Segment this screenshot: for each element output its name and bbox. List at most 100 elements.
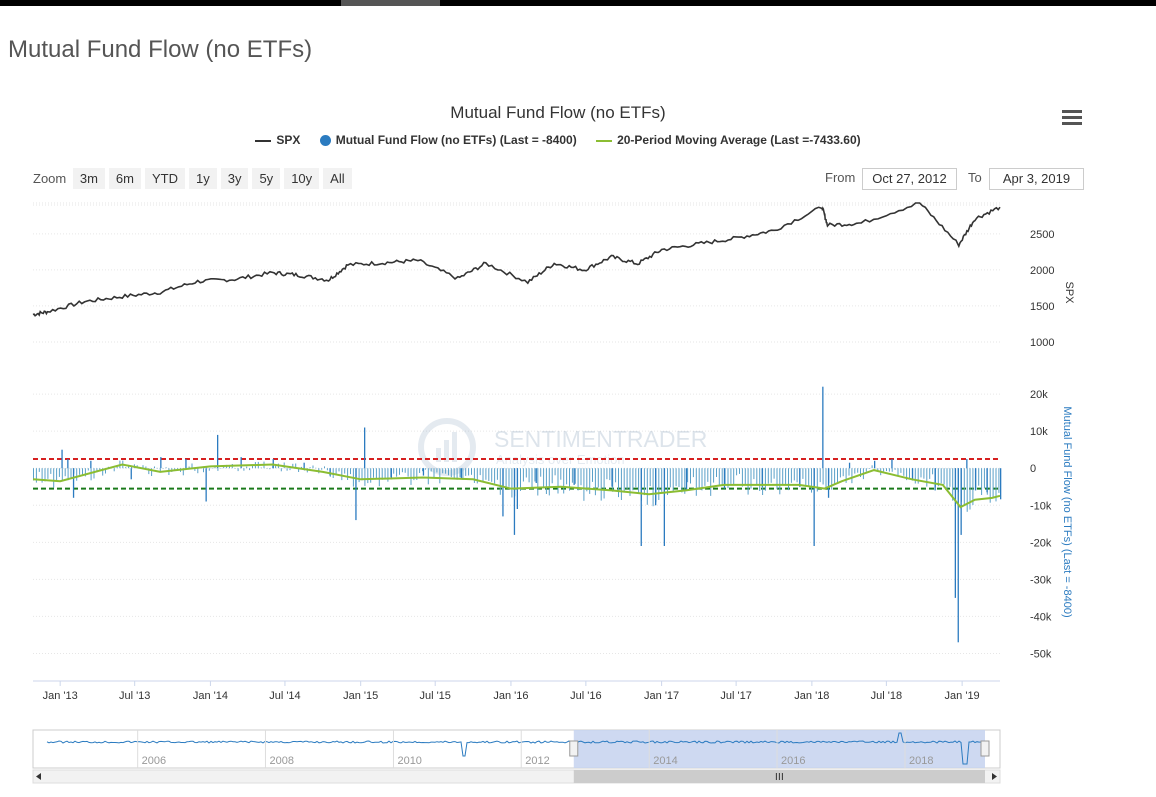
flow-column [182, 468, 184, 476]
flow-column [723, 468, 726, 489]
flow-column [217, 468, 219, 471]
from-date-input[interactable]: Oct 27, 2012 [862, 168, 957, 190]
navigator-handle[interactable] [980, 740, 990, 757]
flow-column [580, 468, 582, 486]
zoom-button-all[interactable]: All [323, 168, 352, 189]
flow-column [165, 467, 167, 469]
flow-column [341, 468, 343, 481]
flow-column [528, 468, 530, 483]
flow-column [819, 468, 821, 483]
flow-column [148, 468, 150, 475]
flow-column [220, 468, 222, 469]
flow-column [445, 468, 447, 474]
flow-column [626, 468, 628, 490]
flow-column [482, 468, 484, 482]
active-tab-indicator[interactable] [341, 0, 440, 6]
flow-column [825, 468, 827, 489]
zoom-button-1y[interactable]: 1y [188, 168, 217, 189]
navigator[interactable]: 2006 2008 2010 2012 2014 2016 2018 [32, 729, 1001, 784]
flow-column [883, 468, 885, 472]
flow-column [698, 468, 700, 489]
flow-column [756, 468, 758, 485]
navigator-handle[interactable] [569, 740, 579, 757]
flow-column [260, 467, 262, 469]
flow-column [661, 468, 663, 492]
flow-column [782, 468, 784, 485]
flow-column [753, 468, 755, 480]
flow-column [805, 468, 807, 486]
flow-column [280, 468, 282, 472]
flow-column [468, 468, 470, 476]
flow-column [203, 468, 204, 473]
flow-column [764, 468, 766, 491]
flow-column [102, 468, 104, 476]
flow-column [44, 468, 46, 482]
flow-column [750, 468, 752, 489]
flow-column [707, 468, 709, 482]
flow-column [433, 468, 435, 478]
flow-column [234, 468, 236, 469]
zoom-button-10y[interactable]: 10y [284, 168, 320, 189]
flow-column [822, 386, 824, 469]
flow-column [375, 468, 377, 480]
flow-column [505, 468, 507, 487]
legend-item-moving-average[interactable]: 20-Period Moving Average (Last =-7433.60… [596, 133, 861, 147]
flow-column [543, 468, 545, 489]
flow-column [87, 468, 89, 471]
flow-column [491, 468, 493, 482]
flow-column [995, 468, 997, 502]
legend-item-spx[interactable]: SPX [255, 133, 300, 147]
legend-item-flow[interactable]: Mutual Fund Flow (no ETFs) (Last = -8400… [319, 133, 577, 147]
flow-column [848, 468, 850, 476]
scroll-right-icon[interactable] [992, 773, 997, 780]
to-date-input[interactable]: Apr 3, 2019 [989, 168, 1084, 190]
flow-column [237, 468, 239, 472]
scroll-left-icon[interactable] [36, 773, 41, 780]
zoom-selector: Zoom 3m 6m YTD 1y 3y 5y 10y All [33, 168, 356, 189]
flow-column [923, 468, 925, 479]
flow-column [577, 468, 579, 491]
navigator-tick-label: 2006 [142, 755, 166, 767]
flow-column [618, 468, 619, 498]
hamburger-menu-icon[interactable] [1060, 108, 1084, 128]
flow-column [419, 468, 421, 473]
flow-column [329, 468, 331, 476]
flow-column [713, 468, 715, 483]
flow-column [802, 468, 804, 479]
flow-column [669, 468, 671, 488]
legend-label: SPX [276, 133, 301, 147]
flow-column [321, 468, 323, 470]
flow-column [739, 468, 740, 474]
navigator-tick-label: 2016 [781, 755, 805, 767]
flow-column [93, 468, 95, 479]
zoom-button-5y[interactable]: 5y [252, 168, 281, 189]
flow-column [159, 468, 161, 472]
flow-column [573, 468, 575, 485]
zoom-button-3m[interactable]: 3m [72, 168, 105, 189]
flow-column [396, 468, 398, 477]
flow-tick-label: -30k [1030, 574, 1052, 586]
flow-column [130, 468, 132, 480]
flow-column [266, 468, 268, 469]
zoom-button-3y[interactable]: 3y [220, 168, 249, 189]
watermark: SENTIMENTRADER Analysis over Emotion [418, 418, 707, 476]
flow-column [53, 468, 55, 488]
flow-column [185, 459, 187, 469]
flow-column [790, 468, 792, 483]
flow-column [632, 468, 634, 491]
flow-column [252, 464, 253, 469]
flow-column [986, 468, 988, 493]
moving-average-line [32, 463, 1001, 509]
watermark-logo-icon [418, 418, 476, 476]
flow-column [50, 468, 52, 474]
zoom-button-ytd[interactable]: YTD [144, 168, 185, 189]
dot-swatch-icon [319, 135, 331, 147]
flow-column [535, 468, 537, 483]
flow-column [56, 468, 58, 482]
flow-column [871, 465, 873, 469]
flow-column [710, 468, 712, 496]
zoom-button-6m[interactable]: 6m [108, 168, 141, 189]
x-tick-label: Jan '14 [193, 690, 228, 702]
flow-column [655, 468, 657, 506]
flow-column [436, 468, 438, 473]
